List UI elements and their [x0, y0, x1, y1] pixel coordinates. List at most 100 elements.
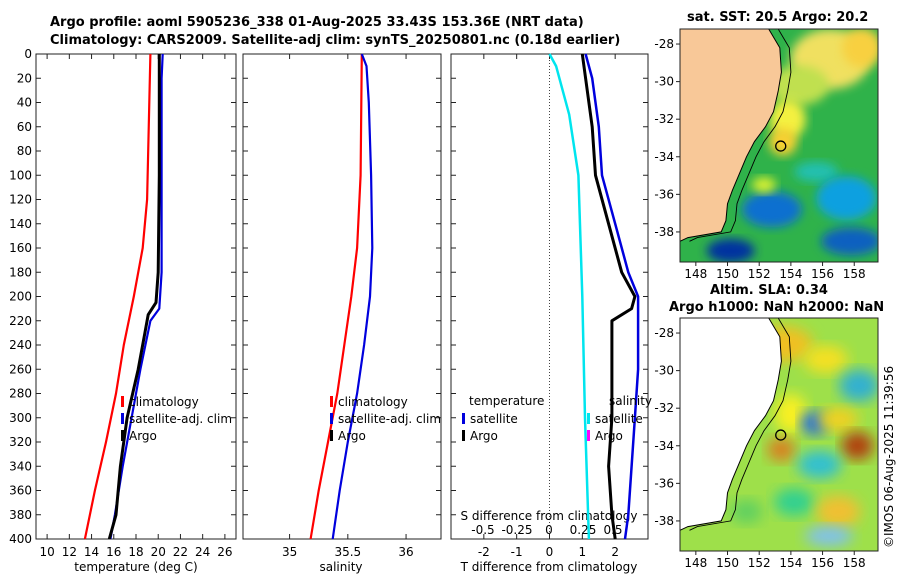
- x-tick-label: -2: [478, 545, 490, 559]
- y-tick-label: 380: [9, 508, 32, 522]
- y-tick-label: -32: [654, 112, 674, 126]
- x-tick-label: -1: [511, 545, 523, 559]
- x2-tick-label: 0: [545, 523, 553, 537]
- argo-position-marker: [775, 429, 787, 441]
- sst-map-title: sat. SST: 20.5 Argo: 20.2: [687, 10, 869, 25]
- legend-swatch: [121, 413, 124, 424]
- y-tick-label: 260: [9, 362, 32, 376]
- sla-patch: [767, 437, 796, 462]
- x-tick-label: 18: [128, 545, 143, 559]
- y-tick-label: -28: [654, 37, 674, 51]
- salinity-panel: 35 35.5 36 salinity climatology satellite-adj…: [242, 53, 442, 574]
- sst-patch: [821, 227, 878, 256]
- legend-swatch: [330, 413, 333, 424]
- x-axis-label: temperature (deg C): [74, 560, 197, 574]
- y-tick-label: 0: [24, 47, 32, 61]
- y-tick-label: 140: [9, 217, 32, 231]
- x-tick-label: 36: [398, 545, 413, 559]
- legend-swatch: [462, 430, 465, 441]
- satellite-adj-clim-line: [331, 53, 374, 540]
- x2-tick-label: -0.25: [501, 523, 532, 537]
- x2-tick-label: 0.25: [570, 523, 597, 537]
- legend-swatch: [462, 413, 465, 424]
- sst-patch: [706, 238, 755, 262]
- x-tick-label: 152: [748, 556, 771, 570]
- y-tick-label: 320: [9, 435, 32, 449]
- climatology-line: [309, 53, 363, 540]
- x-tick-label: 154: [779, 267, 802, 281]
- coastline: [680, 29, 782, 242]
- sst-patch: [794, 161, 839, 182]
- sst-map-field: [680, 29, 878, 262]
- y-tick-label: 180: [9, 265, 32, 279]
- legend-swatch: [330, 430, 333, 441]
- x-tick-label: 148: [684, 556, 707, 570]
- sst-patch: [816, 176, 877, 221]
- y-tick-label: 120: [9, 193, 32, 207]
- sla-patch: [797, 450, 842, 479]
- x-tick-label: 150: [716, 556, 739, 570]
- sla-patch: [774, 393, 807, 434]
- legend-header-temperature: temperature: [469, 394, 544, 408]
- sla-patch: [730, 499, 763, 524]
- sla-patch: [838, 369, 878, 402]
- x-tick-label: 158: [843, 556, 866, 570]
- y-tick-label: 280: [9, 387, 32, 401]
- y-tick-label: -34: [654, 150, 674, 164]
- y-tick-label: -38: [654, 514, 674, 528]
- x2-axis-label: S difference from climatology: [461, 509, 638, 523]
- y-tick-label: 220: [9, 314, 32, 328]
- legend-header-salinity: salinity: [609, 394, 652, 408]
- x-tick-label: 35.5: [334, 545, 361, 559]
- y-tick-label: 300: [9, 411, 32, 425]
- x-tick-label: 148: [684, 267, 707, 281]
- legend-label: satellite: [595, 412, 643, 426]
- t-argo-line: [580, 53, 637, 540]
- x-tick-label: 154: [779, 556, 802, 570]
- legend-swatch: [587, 430, 590, 441]
- y-tick-label: 200: [9, 290, 32, 304]
- coastline: [680, 318, 782, 531]
- legend-label: climatology: [338, 395, 408, 409]
- sla-patch: [816, 495, 861, 528]
- legend-label: Argo: [338, 429, 366, 443]
- map-frame: [679, 28, 879, 263]
- sst-patch: [768, 65, 829, 106]
- y-tick-label: -30: [654, 364, 674, 378]
- sla-map-title-line2: Argo h1000: NaN h2000: NaN: [669, 300, 885, 315]
- argo-line: [107, 54, 161, 540]
- shelf-contour: [689, 29, 792, 242]
- sst-patch: [751, 176, 776, 193]
- x-tick-label: 156: [811, 556, 834, 570]
- y-tick-label: -38: [654, 225, 674, 239]
- x-tick-label: 10: [39, 545, 54, 559]
- y-tick-label: 100: [9, 168, 32, 182]
- x-axis-label: T difference from climatology: [460, 560, 638, 574]
- legend-label: satellite: [470, 412, 518, 426]
- legend-label: climatology: [129, 395, 199, 409]
- temperature-panel: 0 20 40 60 80 100 120 140 160 180 200 220 240 260 280 3…: [9, 47, 237, 574]
- x-tick-label: 26: [217, 545, 232, 559]
- sst-patch: [842, 29, 878, 68]
- land-mass: [680, 29, 782, 262]
- legend-label: Argo: [470, 429, 498, 443]
- legend-swatch: [121, 430, 124, 441]
- y-tick-label: 20: [17, 71, 32, 85]
- sla-map-panel: -28 -30 -32 -34 -36 -38 148 150 152 154 156 158: [654, 317, 879, 570]
- x-tick-label: 2: [611, 545, 619, 559]
- sst-patch: [741, 191, 802, 228]
- sla-map-title: Altim. SLA: 0.34: [710, 283, 828, 298]
- legend-label: Argo: [595, 429, 623, 443]
- x-tick-label: 20: [151, 545, 166, 559]
- x-tick-label: 12: [62, 545, 77, 559]
- y-tick-label: -34: [654, 439, 674, 453]
- x-tick-label: 158: [843, 267, 866, 281]
- legend-label: Argo: [129, 429, 157, 443]
- y-tick-label: 240: [9, 338, 32, 352]
- x-tick-label: 1: [579, 545, 587, 559]
- sla-patch: [803, 345, 848, 374]
- sst-map-panel: -28 -30 -32 -34 -36 -38 148 150 152 154 156 158: [654, 28, 879, 281]
- satellite-adj-clim-line: [109, 53, 164, 540]
- y-tick-label: -36: [654, 476, 674, 490]
